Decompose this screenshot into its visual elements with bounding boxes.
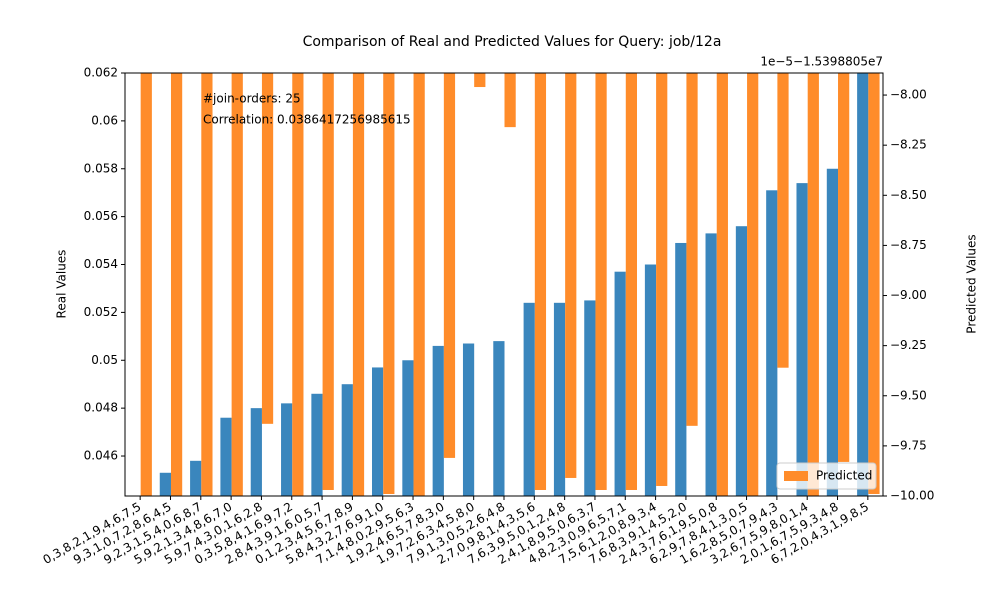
bar (372, 367, 384, 496)
bar (766, 190, 778, 496)
bar (777, 73, 789, 368)
y2-tick-label: −8.75 (890, 238, 927, 252)
y-tick-label: 0.046 (84, 449, 118, 463)
bar (838, 73, 850, 462)
y2-tick-label: −10.00 (890, 489, 934, 503)
legend-swatch (784, 471, 808, 481)
bar (565, 73, 577, 478)
bar (201, 73, 213, 496)
y-tick-label: 0.056 (84, 209, 118, 223)
bar (220, 417, 232, 496)
bar (322, 73, 334, 490)
bar (261, 73, 274, 424)
bar (402, 360, 414, 496)
y-tick-label: 0.05 (91, 353, 118, 367)
y-tick-label: 0.052 (84, 305, 118, 319)
bar (474, 73, 486, 88)
y-tick-label: 0.06 (91, 113, 118, 127)
bar (292, 73, 304, 496)
bar (413, 73, 425, 496)
bar (462, 343, 475, 496)
bar (523, 302, 535, 496)
y-tick-label: 0.058 (84, 161, 118, 175)
bar (352, 73, 365, 496)
y2-axis-label: Predicted Values (965, 234, 979, 333)
y2-tick-label: −9.75 (890, 438, 927, 452)
bar (686, 73, 698, 426)
bar (675, 242, 687, 496)
bar (735, 226, 748, 496)
bar (796, 183, 808, 496)
bar (250, 408, 262, 496)
bar (159, 472, 171, 496)
bar (140, 73, 152, 496)
bar (644, 264, 657, 496)
y-tick-label: 0.048 (84, 401, 118, 415)
bar (432, 345, 444, 496)
bar (493, 341, 505, 496)
y2-tick-label: −9.00 (890, 288, 927, 302)
bar (656, 73, 668, 486)
bar (341, 384, 353, 496)
y2-tick-label: −8.50 (890, 188, 927, 202)
y2-offset-label: 1e−5−1.5398805e7 (760, 55, 883, 69)
y2-tick-label: −9.25 (890, 338, 927, 352)
bar (231, 73, 243, 496)
bar (826, 168, 839, 496)
bar (281, 403, 293, 496)
bar (747, 73, 759, 496)
bar (705, 233, 717, 496)
bar (443, 73, 456, 458)
bar (504, 73, 516, 128)
bar (311, 393, 323, 496)
bar (383, 73, 395, 494)
annotation: #join-orders: 25 (203, 92, 301, 106)
bar (584, 300, 596, 496)
bar (868, 73, 880, 494)
legend-label: Predicted (816, 469, 872, 483)
y2-tick-label: −8.25 (890, 138, 927, 152)
bar (625, 73, 637, 490)
bar (190, 460, 202, 496)
chart-title: Comparison of Real and Predicted Values … (303, 34, 722, 50)
bar (595, 73, 607, 490)
y-tick-label: 0.054 (84, 257, 118, 271)
legend-box (776, 462, 877, 490)
y2-tick-label: −8.00 (890, 88, 927, 102)
bar (807, 73, 819, 496)
y-axis-label: Real Values (55, 250, 69, 319)
bar (857, 73, 869, 496)
bar (716, 73, 728, 496)
annotation: Correlation: 0.0386417256985615 (203, 113, 411, 127)
bar (170, 73, 183, 496)
bar (553, 302, 566, 496)
y2-tick-label: −9.50 (890, 388, 927, 402)
plot-area (140, 73, 880, 496)
bar (534, 73, 547, 490)
y-tick-label: 0.062 (84, 66, 118, 80)
bar (614, 271, 626, 496)
